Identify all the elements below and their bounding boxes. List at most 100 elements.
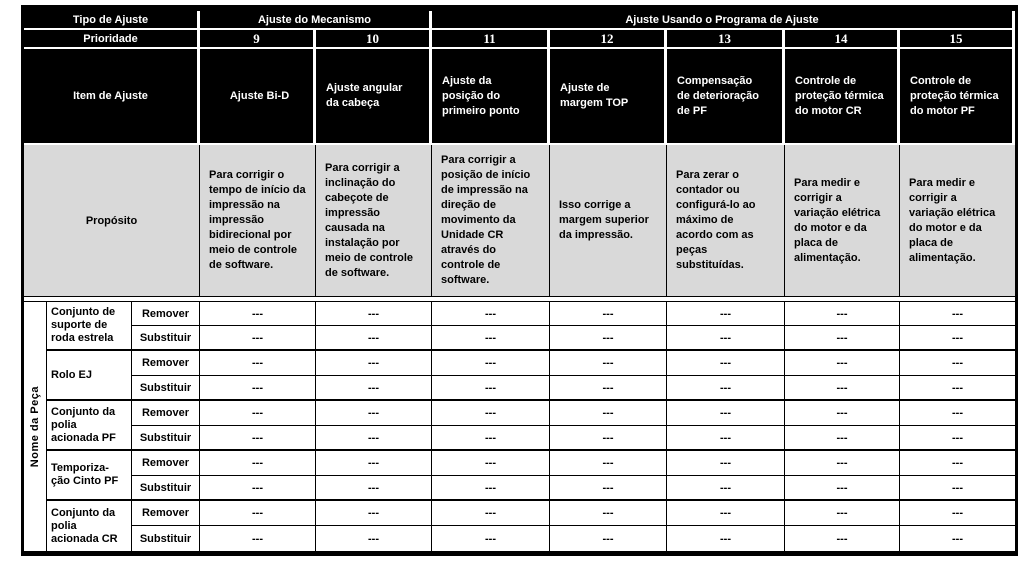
value-cell: ---	[550, 501, 667, 526]
purpose-cell: Para corrigir a inclinação do cabeçote d…	[316, 145, 432, 297]
value-cell: ---	[785, 501, 900, 526]
value-cell: ---	[432, 451, 550, 476]
value-cell: ---	[785, 301, 900, 326]
value-cell: ---	[316, 426, 432, 451]
value-cell: ---	[667, 501, 785, 526]
adjustment-table: Tipo de Ajuste Ajuste do Mecanismo Ajust…	[21, 5, 1018, 556]
priority-cell: 9	[200, 30, 316, 49]
value-cell: ---	[550, 526, 667, 551]
value-cell: ---	[316, 351, 432, 376]
action-cell: Substituir	[132, 526, 200, 551]
value-cell: ---	[200, 476, 316, 501]
value-cell: ---	[432, 326, 550, 351]
value-cell: ---	[550, 451, 667, 476]
manual-page: Tipo de Ajuste Ajuste do Mecanismo Ajust…	[21, 5, 1018, 556]
value-cell: ---	[550, 376, 667, 401]
value-cell: ---	[900, 376, 1015, 401]
action-cell: Remover	[132, 401, 200, 426]
action-cell: Remover	[132, 301, 200, 326]
item-cell: Compensação de deterioração de PF	[667, 49, 785, 145]
value-cell: ---	[900, 351, 1015, 376]
value-cell: ---	[667, 526, 785, 551]
header-ajuste-programa: Ajuste Usando o Programa de Ajuste	[432, 11, 1015, 30]
purpose-cell: Para zerar o contador ou configurá-lo ao…	[667, 145, 785, 297]
header-ajuste-do-mecanismo: Ajuste do Mecanismo	[200, 11, 432, 30]
value-cell: ---	[667, 426, 785, 451]
value-cell: ---	[316, 501, 432, 526]
value-cell: ---	[200, 401, 316, 426]
action-cell: Remover	[132, 351, 200, 376]
purpose-cell: Para medir e corrigir a variação elétric…	[785, 145, 900, 297]
item-cell: Controle de proteção térmica do motor CR	[785, 49, 900, 145]
item-cell: Ajuste Bi-D	[200, 49, 316, 145]
action-cell: Remover	[132, 501, 200, 526]
value-cell: ---	[900, 451, 1015, 476]
value-cell: ---	[200, 526, 316, 551]
value-cell: ---	[785, 326, 900, 351]
value-cell: ---	[316, 376, 432, 401]
action-cell: Substituir	[132, 376, 200, 401]
value-cell: ---	[667, 326, 785, 351]
value-cell: ---	[550, 476, 667, 501]
item-cell: Ajuste angular da cabeça	[316, 49, 432, 145]
value-cell: ---	[785, 526, 900, 551]
part-name-cell: Conjunto de suporte de roda estrela	[47, 301, 132, 351]
action-cell: Substituir	[132, 476, 200, 501]
value-cell: ---	[667, 451, 785, 476]
value-cell: ---	[785, 401, 900, 426]
value-cell: ---	[667, 301, 785, 326]
purpose-cell: Para medir e corrigir a variação elétric…	[900, 145, 1015, 297]
value-cell: ---	[667, 351, 785, 376]
value-cell: ---	[432, 526, 550, 551]
value-cell: ---	[667, 401, 785, 426]
value-cell: ---	[550, 351, 667, 376]
value-cell: ---	[316, 476, 432, 501]
action-cell: Remover	[132, 451, 200, 476]
value-cell: ---	[550, 326, 667, 351]
value-cell: ---	[667, 476, 785, 501]
nome-da-peca-vertical-text: Nome da Peça	[29, 385, 41, 468]
value-cell: ---	[432, 376, 550, 401]
value-cell: ---	[900, 426, 1015, 451]
priority-cell: 11	[432, 30, 550, 49]
purpose-cell: Para corrigir a posição de início de imp…	[432, 145, 550, 297]
value-cell: ---	[900, 526, 1015, 551]
value-cell: ---	[200, 426, 316, 451]
value-cell: ---	[667, 376, 785, 401]
priority-cell: 13	[667, 30, 785, 49]
value-cell: ---	[200, 301, 316, 326]
item-cell: Ajuste de margem TOP	[550, 49, 667, 145]
item-cell: Controle de proteção térmica do motor PF	[900, 49, 1015, 145]
part-name-cell: Temporiza- ção Cinto PF	[47, 451, 132, 501]
value-cell: ---	[785, 426, 900, 451]
value-cell: ---	[785, 451, 900, 476]
priority-cell: 12	[550, 30, 667, 49]
value-cell: ---	[550, 426, 667, 451]
value-cell: ---	[550, 401, 667, 426]
part-name-cell: Conjunto da polia acionada PF	[47, 401, 132, 451]
header-prioridade: Prioridade	[24, 30, 200, 49]
priority-cell: 10	[316, 30, 432, 49]
item-cell: Ajuste da posição do primeiro ponto	[432, 49, 550, 145]
value-cell: ---	[432, 476, 550, 501]
value-cell: ---	[316, 326, 432, 351]
value-cell: ---	[432, 301, 550, 326]
value-cell: ---	[900, 301, 1015, 326]
value-cell: ---	[200, 501, 316, 526]
value-cell: ---	[432, 351, 550, 376]
value-cell: ---	[785, 351, 900, 376]
part-name-cell: Rolo EJ	[47, 351, 132, 401]
value-cell: ---	[785, 476, 900, 501]
header-tipo-de-ajuste: Tipo de Ajuste	[24, 11, 200, 30]
value-cell: ---	[200, 326, 316, 351]
value-cell: ---	[432, 501, 550, 526]
value-cell: ---	[200, 351, 316, 376]
value-cell: ---	[316, 301, 432, 326]
value-cell: ---	[200, 451, 316, 476]
value-cell: ---	[900, 501, 1015, 526]
value-cell: ---	[316, 451, 432, 476]
header-proposito: Propósito	[24, 145, 200, 297]
value-cell: ---	[900, 476, 1015, 501]
header-item-de-ajuste: Item de Ajuste	[24, 49, 200, 145]
part-name-cell: Conjunto da polia acionada CR	[47, 501, 132, 551]
